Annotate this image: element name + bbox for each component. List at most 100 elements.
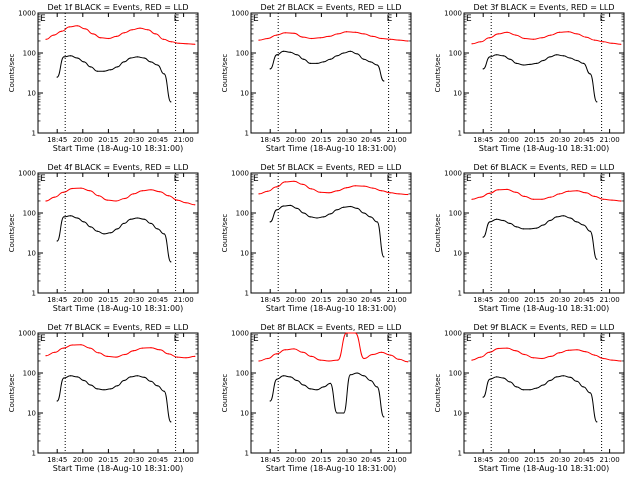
series-point [536, 62, 538, 64]
series-point [283, 205, 285, 207]
series-point [471, 198, 473, 200]
series-point [549, 56, 551, 58]
series-point [502, 377, 504, 379]
series-point [70, 215, 72, 217]
x-tick-label: 21:00 [387, 296, 407, 304]
y-axis-label: Counts/sec [221, 54, 229, 93]
x-axis-label: Start Time (18-Aug-10 18:31:00) [53, 304, 184, 313]
chart-title: Det 6f BLACK = Events, RED = LLD [473, 163, 614, 172]
series-point [407, 40, 409, 42]
chart-panel: Det 4f BLACK = Events, RED = LLD 1 10 100 10… [8, 163, 199, 313]
series-point [275, 186, 278, 188]
x-axis-label: Start Time (18-Aug-10 18:31:00) [479, 304, 610, 313]
series-point [529, 389, 531, 391]
series-point [267, 357, 269, 360]
x-tick-label: 20:15 [524, 136, 544, 144]
y-tick-label: 10 [240, 90, 249, 98]
y-tick-label: 1 [458, 450, 462, 458]
series-point [549, 379, 551, 382]
series-point [389, 354, 391, 356]
x-tick-label: 20:00 [499, 136, 519, 144]
series-point [567, 31, 569, 33]
series-point [620, 43, 622, 45]
series-point [562, 375, 565, 377]
series-point [611, 42, 613, 44]
x-tick-label: 21:00 [387, 136, 407, 144]
series-point [398, 193, 400, 195]
series-point [532, 38, 534, 40]
series-point [354, 332, 356, 334]
series-point [275, 34, 278, 36]
x-tick-label: 18:45 [47, 456, 67, 464]
series-point [293, 180, 295, 182]
series-point [542, 59, 544, 62]
series-point [163, 73, 165, 75]
series-point [576, 190, 578, 192]
series-point [541, 198, 543, 200]
series-point [585, 351, 587, 353]
time-marker-label: E [466, 14, 472, 24]
series-point [143, 376, 145, 378]
series-point [124, 197, 126, 200]
series-point [309, 216, 311, 218]
series-point [302, 351, 304, 353]
series-point [316, 389, 318, 391]
series-point [556, 54, 558, 56]
y-axis-label: Counts/sec [221, 374, 229, 413]
time-marker-label: E [174, 334, 180, 344]
plot-frame [37, 172, 199, 294]
series-point [100, 37, 102, 39]
x-tick-label: 20:30 [337, 296, 357, 304]
series-point [56, 240, 58, 242]
series-point [523, 37, 526, 40]
series-point [289, 51, 291, 53]
series-point [147, 29, 149, 31]
y-axis-label: Counts/sec [434, 54, 442, 93]
series-point [536, 387, 538, 389]
series-point [289, 204, 291, 206]
series-point [337, 190, 339, 192]
chart-panel: Det 3f BLACK = Events, RED = LLD 1 10 100 10… [434, 3, 625, 153]
series-point [509, 222, 511, 224]
events-series-line [269, 204, 385, 258]
series-point [542, 224, 544, 226]
time-marker-label: E [387, 174, 393, 184]
series-point [150, 61, 152, 63]
chart-title: Det 3f BLACK = Events, RED = LLD [473, 3, 614, 12]
series-point [310, 355, 313, 357]
series-point [336, 209, 338, 211]
series-point [380, 190, 383, 192]
series-point [63, 216, 65, 218]
series-point [156, 228, 158, 230]
series-point [167, 353, 170, 355]
series-point [471, 359, 473, 361]
series-point [323, 216, 325, 218]
series-point [115, 35, 118, 38]
y-axis-label: Counts/sec [221, 214, 229, 253]
series-point [576, 221, 578, 223]
y-tick-label: 10 [27, 410, 36, 418]
series-point [269, 221, 271, 223]
series-point [620, 360, 622, 362]
series-point [296, 207, 298, 209]
series-point [516, 226, 518, 228]
series-point [567, 190, 569, 192]
series-point [283, 50, 285, 52]
y-tick-label: 100 [236, 370, 249, 378]
series-point [556, 376, 558, 378]
series-point [289, 376, 291, 378]
series-point [194, 355, 196, 357]
series-point [123, 32, 125, 34]
y-tick-label: 100 [236, 210, 249, 218]
series-point [529, 228, 531, 230]
x-tick-label: 21:00 [174, 296, 194, 304]
x-tick-label: 20:15 [98, 136, 118, 144]
time-marker-label: E [600, 174, 606, 184]
x-tick-label: 20:30 [124, 456, 144, 464]
series-point [309, 62, 311, 64]
series-point [276, 209, 278, 211]
series-point [70, 375, 72, 377]
series-point [62, 191, 65, 193]
series-point [116, 66, 118, 68]
